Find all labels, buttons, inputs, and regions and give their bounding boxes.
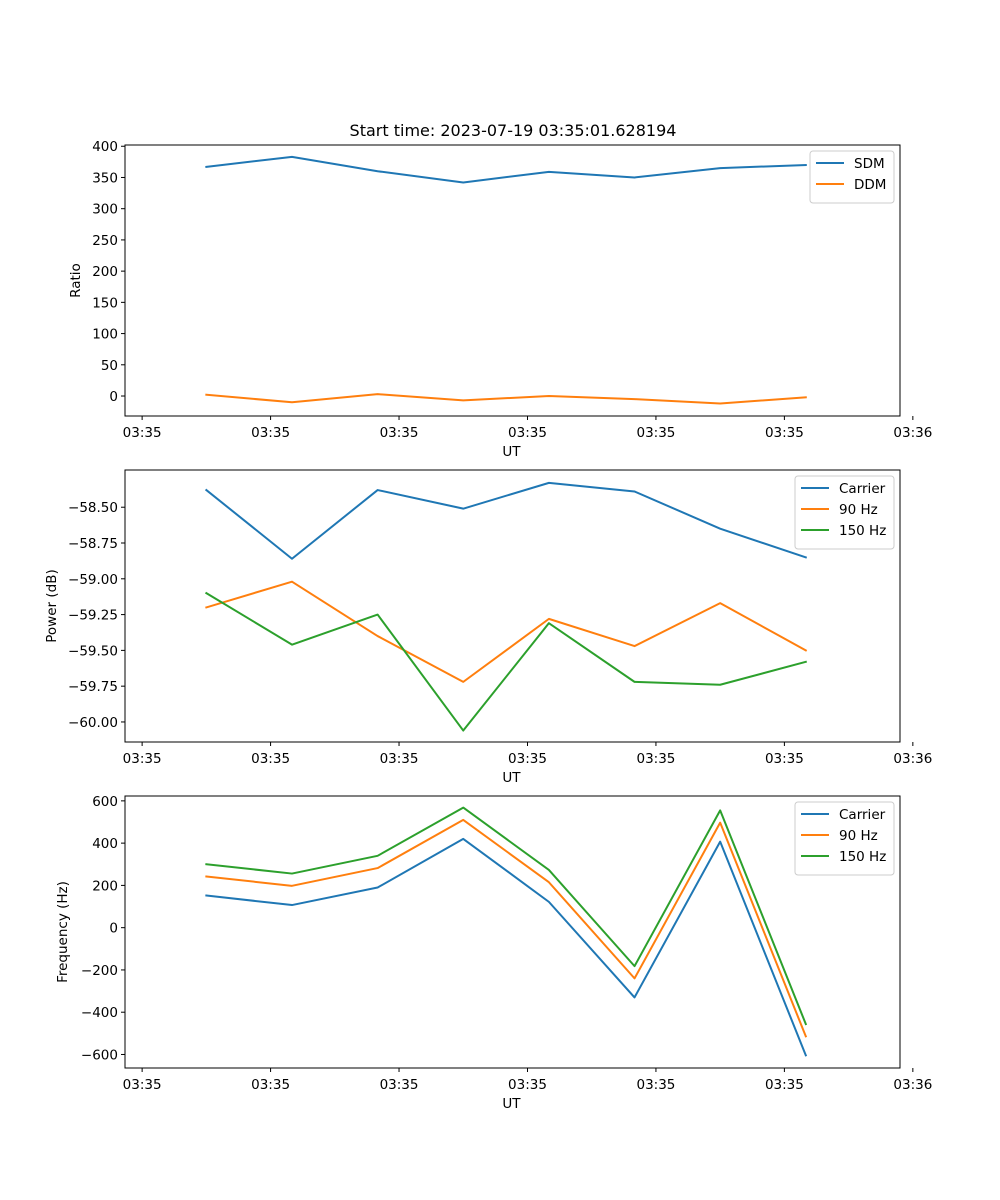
frequency-series-150hz-line [205,806,808,1026]
ratio-xtick-label: 03:35 [636,425,675,441]
frequency-xtick-label: 03:35 [380,1077,419,1093]
power-ylabel: Power (dB) [44,569,60,642]
frequency-axes-frame [124,795,901,1069]
ratio-xtick-label: 03:35 [123,425,162,441]
ratio-ytick-label: 400 [92,139,118,155]
ratio-legend-label-sdm: SDM [854,156,885,172]
frequency-ytick-label: 200 [92,878,118,894]
ratio-panel: 0 50 100 150 200 250 300 350 400 03:35 03:35 03:35 0… [68,139,932,460]
power-legend-label-carrier: Carrier [839,481,886,497]
power-ytick-label: −59.25 [68,608,118,624]
power-panel: −60.00 −59.75 −59.50 −59.25 −59.00 −58.75 −58.… [44,469,932,786]
ratio-ytick-label: 150 [92,295,118,311]
power-xtick-label: 03:35 [251,751,290,767]
power-ytick-label: −58.50 [68,500,118,516]
power-series-90hz-line [205,580,808,683]
ratio-ytick-label: 0 [109,389,118,405]
power-xtick-label: 03:35 [123,751,162,767]
frequency-ytick-label: 400 [92,836,118,852]
power-legend-label-150hz: 150 Hz [839,523,886,539]
ratio-ytick-label: 250 [92,233,118,249]
ratio-xtick-label: 03:35 [508,425,547,441]
frequency-xtick-label: 03:35 [508,1077,547,1093]
frequency-ytick-label: 0 [109,921,118,937]
frequency-xtick-label: 03:35 [251,1077,290,1093]
ratio-xtick-label: 03:35 [251,425,290,441]
frequency-ytick-label: −400 [81,1005,118,1021]
ratio-series-ddm-line [205,393,807,405]
power-xtick-label: 03:35 [508,751,547,767]
power-ytick-label: −59.50 [68,643,118,659]
ratio-ytick-label: 350 [92,170,118,186]
frequency-xtick-label: 03:35 [765,1077,804,1093]
ratio-xlabel: UT [502,444,521,460]
ratio-ylabel: Ratio [68,263,84,298]
power-series-carrier-line [204,481,808,560]
power-legend: Carrier 90 Hz 150 Hz [794,475,895,550]
power-ytick-label: −59.00 [68,572,118,588]
frequency-xtick-label: 03:36 [893,1077,932,1093]
ratio-xtick-label: 03:36 [893,425,932,441]
power-xtick-label: 03:35 [636,751,675,767]
power-xlabel: UT [502,770,521,786]
frequency-legend-label-90hz: 90 Hz [839,828,878,844]
frequency-ytick-label: −200 [81,963,118,979]
ratio-xtick-label: 03:35 [380,425,419,441]
frequency-legend-label-150hz: 150 Hz [839,849,886,865]
frequency-series-carrier-line [205,837,808,1057]
power-ytick-label: −60.00 [68,715,118,731]
ratio-series-sdm-line [205,155,807,184]
ratio-ytick-label: 200 [92,264,118,280]
power-axes-frame [124,469,901,743]
power-xtick-label: 03:36 [893,751,932,767]
frequency-legend-label-carrier: Carrier [839,807,886,823]
frequency-xtick-label: 03:35 [123,1077,162,1093]
frequency-series-90hz-line [205,818,808,1038]
ratio-legend-label-ddm: DDM [854,177,886,193]
ratio-axes-frame [124,144,901,417]
frequency-ytick-label: −600 [81,1047,118,1063]
ratio-xtick-label: 03:35 [765,425,804,441]
frequency-legend: Carrier 90 Hz 150 Hz [794,801,895,876]
figure-title: Start time: 2023-07-19 03:35:01.628194 [350,121,677,140]
frequency-panel: −600 −400 −200 0 200 400 600 03:35 03:35 03:35 03:… [55,794,932,1112]
power-xtick-label: 03:35 [765,751,804,767]
power-ytick-label: −58.75 [68,536,118,552]
ratio-legend: SDM DDM [809,150,895,204]
frequency-xtick-label: 03:35 [636,1077,675,1093]
frequency-ylabel: Frequency (Hz) [55,881,71,983]
power-ytick-label: −59.75 [68,679,118,695]
power-xtick-label: 03:35 [380,751,419,767]
ratio-ytick-label: 50 [101,358,118,374]
power-series-150hz-line [204,591,808,732]
power-legend-label-90hz: 90 Hz [839,502,878,518]
ratio-ytick-label: 100 [92,327,118,343]
frequency-ytick-label: 600 [92,794,118,810]
ratio-ytick-label: 300 [92,202,118,218]
frequency-xlabel: UT [502,1096,521,1112]
